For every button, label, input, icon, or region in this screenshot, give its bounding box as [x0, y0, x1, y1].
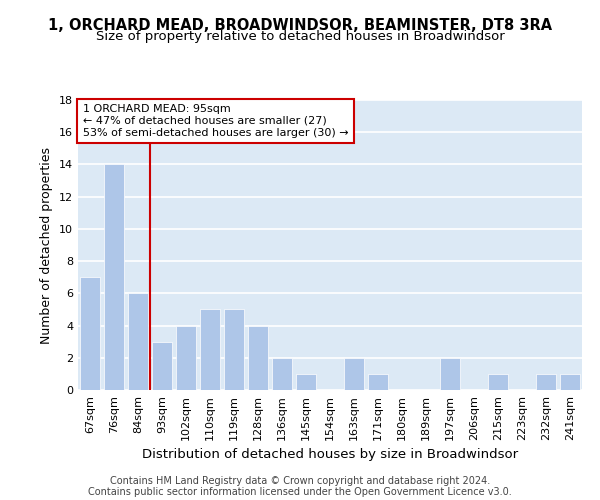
- Bar: [488, 374, 508, 390]
- Bar: [200, 310, 220, 390]
- Bar: [152, 342, 172, 390]
- Bar: [224, 310, 244, 390]
- Bar: [128, 294, 148, 390]
- Bar: [80, 277, 100, 390]
- Bar: [104, 164, 124, 390]
- Text: Size of property relative to detached houses in Broadwindsor: Size of property relative to detached ho…: [95, 30, 505, 43]
- Bar: [296, 374, 316, 390]
- Bar: [272, 358, 292, 390]
- Bar: [248, 326, 268, 390]
- Text: Contains public sector information licensed under the Open Government Licence v3: Contains public sector information licen…: [88, 487, 512, 497]
- Bar: [536, 374, 556, 390]
- Text: 1 ORCHARD MEAD: 95sqm
← 47% of detached houses are smaller (27)
53% of semi-deta: 1 ORCHARD MEAD: 95sqm ← 47% of detached …: [83, 104, 349, 138]
- Text: 1, ORCHARD MEAD, BROADWINDSOR, BEAMINSTER, DT8 3RA: 1, ORCHARD MEAD, BROADWINDSOR, BEAMINSTE…: [48, 18, 552, 32]
- Text: Contains HM Land Registry data © Crown copyright and database right 2024.: Contains HM Land Registry data © Crown c…: [110, 476, 490, 486]
- Bar: [440, 358, 460, 390]
- Bar: [368, 374, 388, 390]
- Bar: [560, 374, 580, 390]
- Bar: [344, 358, 364, 390]
- Y-axis label: Number of detached properties: Number of detached properties: [40, 146, 53, 344]
- X-axis label: Distribution of detached houses by size in Broadwindsor: Distribution of detached houses by size …: [142, 448, 518, 461]
- Bar: [176, 326, 196, 390]
